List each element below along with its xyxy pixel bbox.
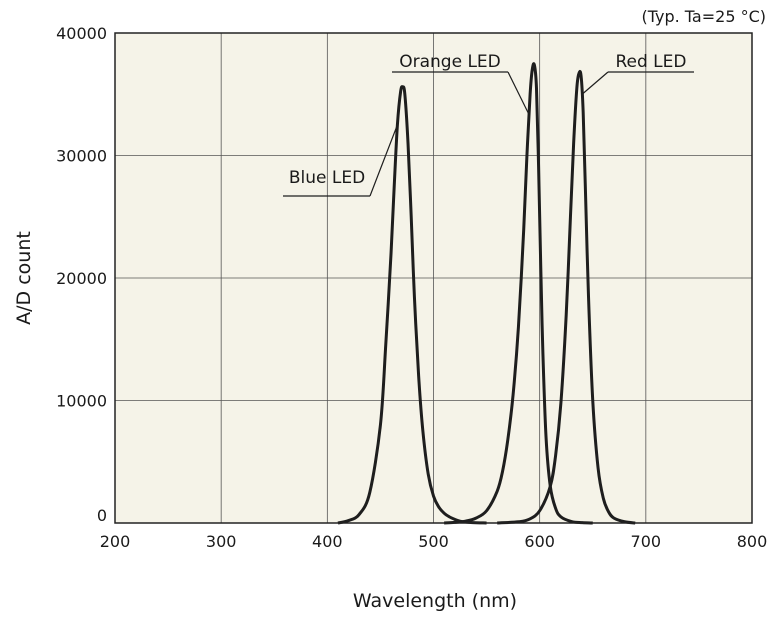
series-line-orange-led — [444, 62, 593, 525]
plot-border — [114, 32, 753, 524]
y-axis-label: A/D count — [13, 231, 35, 325]
y-tick-label-1: 10000 — [56, 392, 107, 411]
y-tick-labels: 0 10000 20000 30000 40000 — [56, 24, 107, 525]
x-tick-label-3: 500 — [418, 532, 449, 551]
x-tick-label-6: 800 — [737, 532, 768, 551]
annotation-label-1: Orange LED — [399, 52, 501, 72]
x-tick-label-2: 400 — [312, 532, 343, 551]
y-tick-label-2: 20000 — [56, 269, 107, 288]
x-tick-labels: 200 300 400 500 600 700 800 — [100, 532, 768, 551]
annotation-label-2: Red LED — [615, 52, 686, 72]
curve-annotations: Blue LED Orange LED Red LED — [283, 52, 694, 197]
annotation-label-0: Blue LED — [289, 168, 365, 188]
x-axis-label: Wavelength (nm) — [353, 590, 517, 612]
y-tick-label-3: 30000 — [56, 147, 107, 166]
series-curves — [337, 62, 636, 525]
measurement-note: (Typ. Ta=25 °C) — [641, 7, 766, 26]
x-tick-label-1: 300 — [206, 532, 237, 551]
series-line-red-led — [497, 69, 636, 525]
y-tick-label-4: 40000 — [56, 24, 107, 43]
annotation-leader-2 — [581, 71, 609, 95]
x-tick-label-5: 700 — [631, 532, 662, 551]
y-tick-label-0: 0 — [97, 506, 107, 525]
annotation-leader-0 — [369, 124, 398, 197]
annotation-leader-1 — [507, 71, 530, 115]
x-tick-label-4: 600 — [524, 532, 555, 551]
x-tick-label-0: 200 — [100, 532, 131, 551]
